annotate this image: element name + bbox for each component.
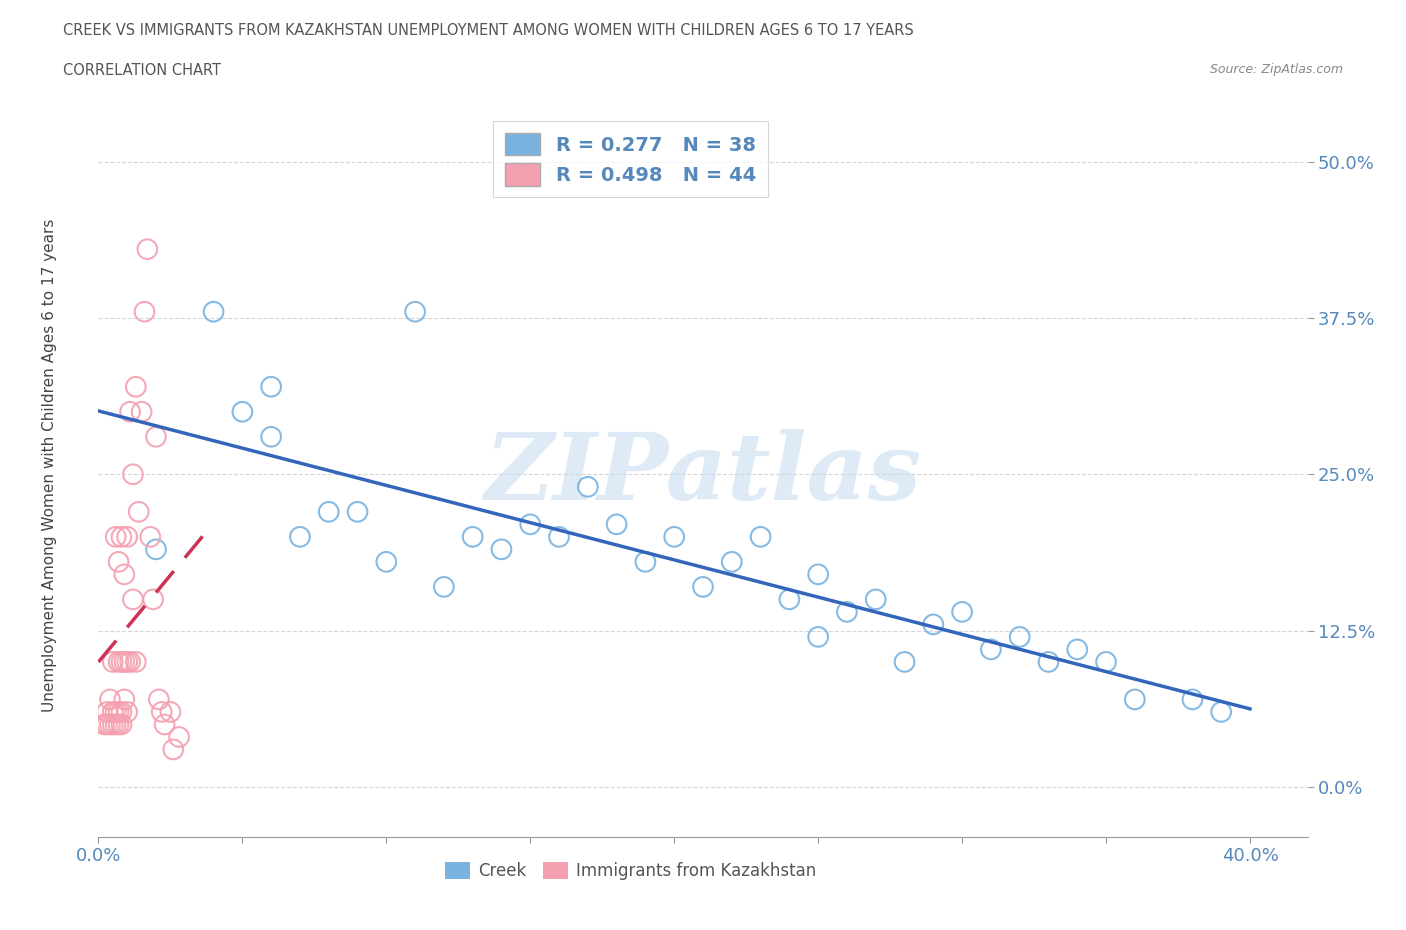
Point [1066, 642, 1088, 657]
Point [120, 405, 142, 419]
Point [433, 579, 456, 594]
Point [720, 554, 742, 569]
Point [664, 529, 686, 544]
Point [606, 517, 628, 532]
Point [1123, 692, 1146, 707]
Point [202, 304, 225, 319]
Point [104, 705, 127, 720]
Point [112, 655, 135, 670]
Point [125, 379, 148, 394]
Point [107, 554, 129, 569]
Point [122, 467, 145, 482]
Point [692, 579, 714, 594]
Point [136, 242, 159, 257]
Point [346, 504, 368, 519]
Point [122, 591, 145, 606]
Point [260, 430, 283, 445]
Point [1038, 655, 1060, 670]
Point [159, 705, 181, 720]
Point [128, 504, 150, 519]
Point [145, 542, 167, 557]
Point [145, 430, 167, 445]
Point [110, 705, 132, 720]
Point [807, 567, 830, 582]
Point [1211, 705, 1233, 720]
Point [375, 554, 398, 569]
Point [139, 529, 162, 544]
Point [778, 591, 800, 606]
Text: CREEK VS IMMIGRANTS FROM KAZAKHSTAN UNEMPLOYMENT AMONG WOMEN WITH CHILDREN AGES : CREEK VS IMMIGRANTS FROM KAZAKHSTAN UNEM… [63, 23, 914, 38]
Text: Unemployment Among Women with Children Ages 6 to 17 years: Unemployment Among Women with Children A… [42, 219, 56, 711]
Point [288, 529, 311, 544]
Point [634, 554, 657, 569]
Point [576, 479, 599, 494]
Point [260, 379, 283, 394]
Point [142, 591, 165, 606]
Point [110, 717, 132, 732]
Point [148, 692, 170, 707]
Point [1181, 692, 1204, 707]
Point [98, 717, 121, 732]
Point [153, 717, 176, 732]
Text: ZIPatlas: ZIPatlas [485, 430, 921, 519]
Point [865, 591, 887, 606]
Point [167, 729, 190, 744]
Point [548, 529, 571, 544]
Point [922, 617, 945, 631]
Text: Source: ZipAtlas.com: Source: ZipAtlas.com [1209, 63, 1343, 76]
Point [980, 642, 1002, 657]
Point [404, 304, 426, 319]
Point [125, 655, 148, 670]
Point [115, 529, 138, 544]
Point [893, 655, 915, 670]
Point [131, 405, 153, 419]
Point [162, 742, 184, 757]
Point [134, 304, 156, 319]
Text: CORRELATION CHART: CORRELATION CHART [63, 63, 221, 78]
Point [110, 655, 132, 670]
Point [96, 717, 118, 732]
Point [104, 717, 127, 732]
Point [110, 529, 132, 544]
Point [104, 529, 127, 544]
Point [115, 705, 138, 720]
Legend: Creek, Immigrants from Kazakhstan: Creek, Immigrants from Kazakhstan [437, 856, 823, 886]
Point [115, 655, 138, 670]
Point [461, 529, 484, 544]
Point [519, 517, 541, 532]
Point [749, 529, 772, 544]
Point [101, 717, 124, 732]
Point [150, 705, 173, 720]
Point [807, 630, 830, 644]
Point [835, 604, 858, 619]
Point [107, 705, 129, 720]
Point [120, 655, 142, 670]
Point [318, 504, 340, 519]
Point [1095, 655, 1118, 670]
Point [101, 655, 124, 670]
Point [107, 717, 129, 732]
Point [491, 542, 513, 557]
Point [112, 567, 135, 582]
Point [1008, 630, 1031, 644]
Point [93, 717, 115, 732]
Point [950, 604, 973, 619]
Point [107, 655, 129, 670]
Point [96, 705, 118, 720]
Point [231, 405, 253, 419]
Point [98, 692, 121, 707]
Point [112, 692, 135, 707]
Point [101, 705, 124, 720]
